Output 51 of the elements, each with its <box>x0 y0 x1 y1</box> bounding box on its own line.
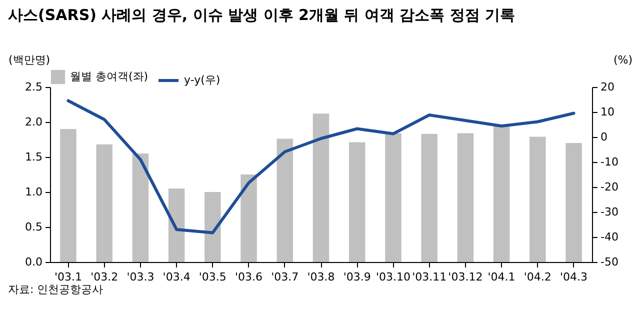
bar <box>457 133 474 262</box>
y2-tick-label: 10 <box>600 106 614 118</box>
x-tick-label: '03.2 <box>90 270 118 284</box>
bar <box>276 138 294 262</box>
line-series <box>66 99 576 234</box>
x-tick-label: '03.10 <box>376 270 410 284</box>
x-tick-label: '03.4 <box>162 270 190 284</box>
y-tick-label: 1.5 <box>25 150 42 164</box>
bar <box>493 126 510 262</box>
y2-tick-label: -30 <box>600 206 618 218</box>
y2-tick-label: -20 <box>600 180 618 194</box>
x-tick-label: '03.5 <box>198 270 226 284</box>
y-tick-label: 1.0 <box>25 186 42 198</box>
x-tick-label: '03.9 <box>343 270 371 284</box>
chart-title: 사스(SARS) 사례의 경우, 이슈 발생 이후 2개월 뒤 여객 감소폭 정점 기록 <box>7 5 516 26</box>
x-tick-label: '03.7 <box>271 270 299 284</box>
y-tick-label: 2.5 <box>25 80 42 94</box>
y2-tick-label: 20 <box>600 80 614 94</box>
bar <box>204 192 221 262</box>
bar <box>348 142 366 262</box>
bar <box>168 188 185 262</box>
legend-label: 월별 총여객(좌) <box>70 70 148 83</box>
x-tick-label: '04.1 <box>488 270 516 284</box>
y-tick-label: 0.5 <box>25 220 42 234</box>
x-tick-label: '03.3 <box>126 270 154 284</box>
x-tick-label: '03.12 <box>448 270 483 284</box>
x-tick-label: '04.2 <box>524 270 552 284</box>
y2-tick-label: 0 <box>600 130 608 144</box>
y-tick-label: 0.0 <box>25 256 42 268</box>
y-axis-title: (백만명) <box>8 54 50 66</box>
x-tick-label: '03.8 <box>307 270 335 284</box>
y2-axis-title: (%) <box>613 54 632 66</box>
bar <box>240 174 257 262</box>
bar <box>312 114 330 262</box>
legend-label: y-y(우) <box>184 74 220 86</box>
bar <box>421 134 438 262</box>
bar <box>132 154 149 262</box>
x-tick-label: '03.1 <box>54 270 82 284</box>
y2-tick-label: -40 <box>600 230 618 244</box>
bar <box>96 144 112 262</box>
bar <box>385 133 402 262</box>
y-tick-label: 2.0 <box>25 116 42 128</box>
bar <box>566 143 582 262</box>
y2-tick-label: -50 <box>600 256 618 268</box>
bar <box>530 136 546 262</box>
x-tick-label: '03.11 <box>412 270 447 284</box>
text: 자료: 인천공항공사 <box>7 282 104 297</box>
x-tick-label: '04.3 <box>560 270 588 284</box>
y2-tick-label: -10 <box>600 156 618 168</box>
bar <box>60 129 76 262</box>
x-tick-label: '03.6 <box>235 270 263 284</box>
